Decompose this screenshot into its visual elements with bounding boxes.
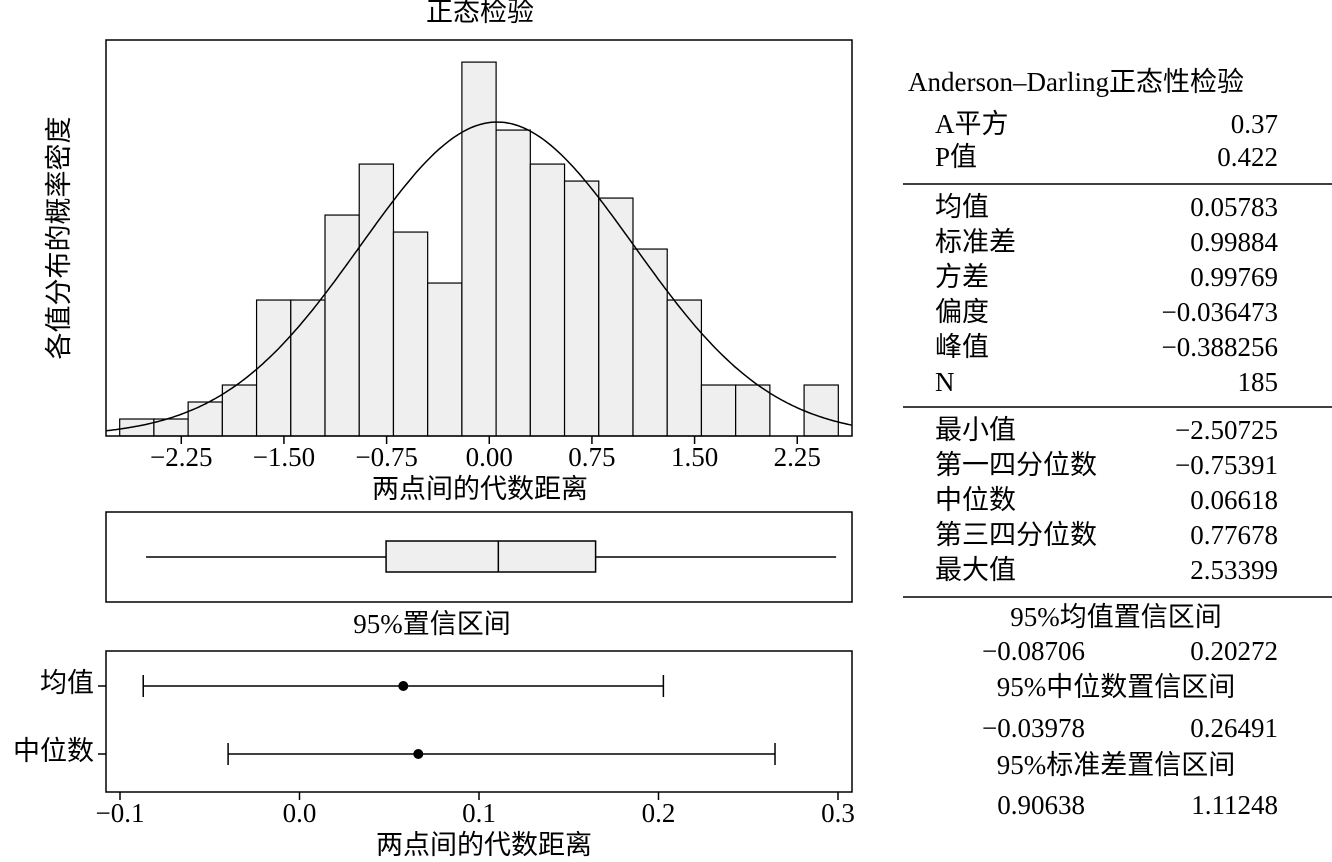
histogram-bar	[427, 282, 463, 437]
x-tick-label: 0.75	[568, 442, 615, 472]
interval-upper: 0.20272	[1190, 636, 1278, 666]
interval-title: 95%中位数置信区间	[997, 672, 1236, 702]
x-tick-label: 0.3	[821, 798, 855, 828]
histogram-bar	[461, 61, 497, 437]
stat-value: 0.06618	[1190, 485, 1278, 515]
stat-label: 中位数	[935, 485, 1016, 515]
stat-label: 第三四分位数	[935, 520, 1097, 550]
plot-frame	[105, 650, 853, 793]
x-axis-label: 两点间的代数距离	[372, 474, 588, 504]
stat-label: 偏度	[935, 297, 989, 327]
histogram-bar	[666, 299, 703, 437]
stat-label: 峰值	[935, 332, 989, 362]
category-label: 中位数	[13, 736, 94, 766]
stat-value: 0.99884	[1190, 227, 1278, 257]
interval-lower: −0.08706	[982, 636, 1085, 666]
histogram-bar	[598, 197, 634, 437]
histogram-bar	[495, 129, 531, 437]
stat-value: −0.388256	[1162, 332, 1278, 362]
y-axis-label: 各值分布的概率密度	[44, 117, 74, 360]
stat-value: 0.05783	[1190, 192, 1278, 222]
stat-value: 0.77678	[1190, 520, 1278, 550]
interval-upper: 1.11248	[1191, 790, 1278, 820]
normal-curve	[105, 121, 853, 432]
stat-label: P值	[935, 142, 977, 172]
histogram-bar	[255, 299, 292, 437]
interval-title: 95%均值置信区间	[1010, 602, 1222, 632]
x-tick-label: 2.25	[774, 442, 821, 472]
histogram-bar	[324, 214, 360, 437]
chart-title: 正态检验	[426, 0, 534, 27]
stat-label: 均值	[935, 192, 989, 222]
estimate-dot	[398, 681, 409, 691]
stat-label: A平方	[935, 109, 1009, 139]
stat-value: −0.75391	[1175, 450, 1278, 480]
estimate-dot	[413, 749, 424, 759]
histogram-bar	[803, 384, 839, 437]
stat-label: 最大值	[935, 555, 1016, 585]
x-tick-label: 0.00	[466, 442, 513, 472]
x-tick-label: 0.0	[283, 798, 317, 828]
histogram-bar	[358, 163, 395, 437]
x-tick-label: 0.2	[642, 798, 676, 828]
interval-title: 95%标准差置信区间	[997, 750, 1236, 780]
stat-label: N	[935, 367, 955, 397]
plot-frame	[105, 511, 853, 603]
histogram-bar	[735, 384, 771, 437]
histogram-bar	[632, 248, 668, 437]
stat-value: −2.50725	[1175, 415, 1278, 445]
x-tick-label: −2.25	[150, 442, 212, 472]
x-tick-label: −0.1	[96, 798, 145, 828]
stat-value: −0.036473	[1162, 297, 1278, 327]
stat-value: 2.53399	[1190, 555, 1278, 585]
category-label: 均值	[40, 668, 94, 698]
box	[385, 540, 597, 573]
x-tick-label: 1.50	[671, 442, 718, 472]
stat-value: 0.422	[1217, 142, 1278, 172]
histogram-bar	[700, 384, 737, 437]
stat-label: 标准差	[935, 227, 1016, 257]
interval-upper: 0.26491	[1190, 713, 1278, 743]
stat-value: 0.37	[1231, 109, 1278, 139]
plot-frame	[105, 39, 853, 437]
stat-label: 方差	[935, 262, 989, 292]
x-axis-label: 两点间的代数距离	[376, 830, 592, 860]
histogram-bar	[563, 180, 600, 437]
histogram-bar	[290, 299, 326, 437]
histogram-bar	[187, 401, 223, 437]
x-tick-label: −1.50	[253, 442, 315, 472]
histogram-bar	[221, 384, 258, 437]
histogram-bar	[529, 163, 566, 437]
stat-value: 0.99769	[1190, 262, 1278, 292]
x-tick-label: −0.75	[355, 442, 417, 472]
stat-value: 185	[1238, 367, 1279, 397]
histogram-bar	[119, 418, 155, 437]
histogram-bar	[392, 231, 429, 437]
summary-title: Anderson–Darling正态性检验	[908, 67, 1244, 97]
chart-title: 95%置信区间	[353, 609, 511, 639]
interval-lower: 0.90638	[997, 790, 1085, 820]
stat-label: 最小值	[935, 415, 1016, 445]
x-tick-label: 0.1	[462, 798, 496, 828]
interval-lower: −0.03978	[982, 713, 1085, 743]
stat-label: 第一四分位数	[935, 450, 1097, 480]
